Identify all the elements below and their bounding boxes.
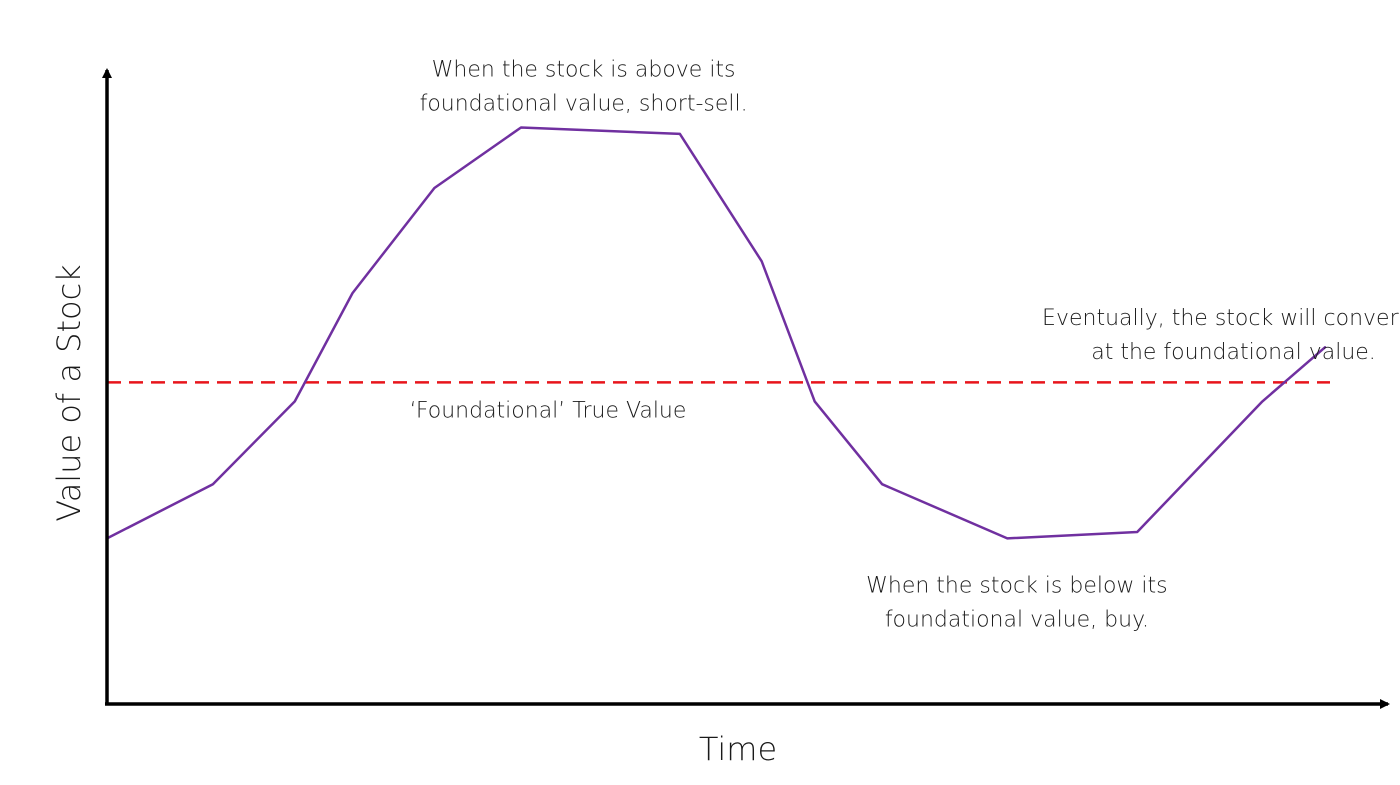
annotation-short-sell: When the stock is above its foundational … (420, 58, 748, 117)
annotation-line: foundational value, buy. (885, 608, 1149, 633)
annotation-line: Eventually, the stock will converge (1042, 306, 1400, 331)
annotation-line: at the foundational value. (1091, 340, 1376, 365)
plot-area: ‘Foundational’ True Value When the stock … (105, 58, 1400, 633)
stock-price-line (105, 126, 1327, 540)
x-axis-label: Time (699, 730, 777, 768)
y-axis-label: Value of a Stock (50, 264, 88, 521)
annotation-converge: Eventually, the stock will converge at th… (1042, 306, 1400, 365)
annotation-buy: When the stock is below its foundational … (866, 574, 1167, 633)
annotation-line: When the stock is above its (432, 58, 736, 83)
annotation-line: foundational value, short-sell. (420, 92, 748, 117)
foundational-value-label: ‘Foundational’ True Value (410, 398, 687, 423)
annotation-line: When the stock is below its (866, 574, 1167, 599)
